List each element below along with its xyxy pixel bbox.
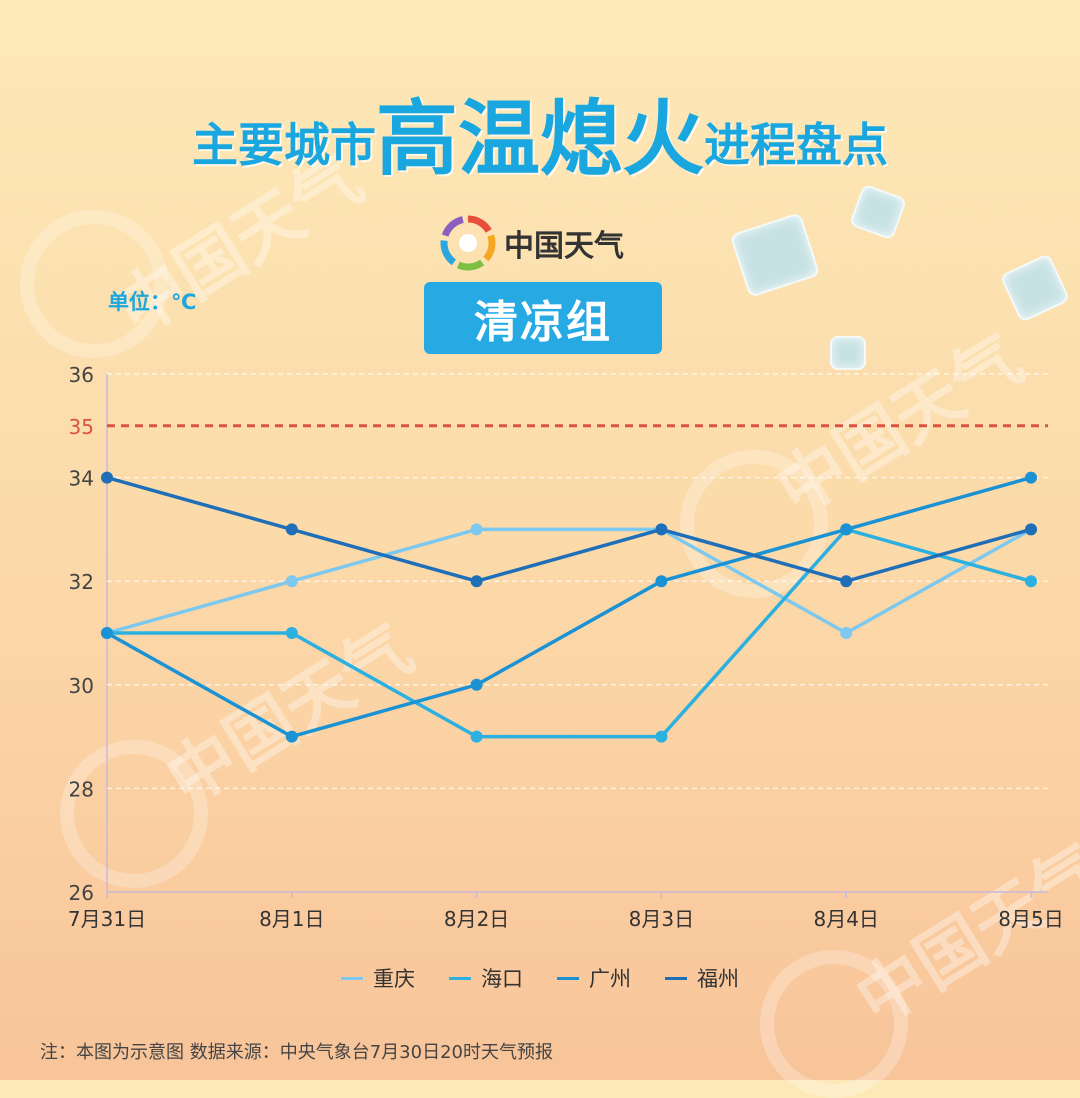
series-line <box>106 475 1032 583</box>
source-note: 注：本图为示意图 数据来源：中央气象台7月30日20时天气预报 <box>40 1042 553 1063</box>
data-point <box>655 575 668 588</box>
data-point <box>470 730 483 743</box>
title-suffix: 进程盘点 <box>704 118 888 172</box>
x-tick-label: 8月4日 <box>813 907 878 931</box>
page-title: 主要城市高温熄火进程盘点 <box>0 72 1080 191</box>
data-point <box>470 523 483 536</box>
legend-label: 海口 <box>481 967 523 991</box>
legend-item: 广州 <box>557 963 631 993</box>
data-point <box>285 575 298 588</box>
threshold-label: 35 <box>69 415 94 439</box>
legend-swatch <box>665 976 687 980</box>
data-point <box>1025 471 1037 484</box>
series-line <box>107 527 1032 739</box>
data-point <box>1025 523 1037 536</box>
data-point <box>285 523 298 536</box>
x-tick-label: 8月5日 <box>998 907 1063 931</box>
y-tick-label: 32 <box>69 570 94 594</box>
legend-item: 海口 <box>449 963 523 993</box>
data-point <box>101 627 113 639</box>
x-tick-label: 8月1日 <box>259 907 324 931</box>
title-prefix: 主要城市 <box>191 118 376 172</box>
data-point <box>1025 575 1037 588</box>
y-tick-label: 26 <box>69 881 94 905</box>
brand: 中国天气 <box>440 213 624 273</box>
data-point <box>101 471 113 484</box>
data-point <box>655 523 668 536</box>
legend-label: 福州 <box>697 967 739 991</box>
y-tick-label: 30 <box>69 674 94 698</box>
data-point <box>655 730 668 743</box>
legend-item: 福州 <box>665 963 739 993</box>
y-tick-label: 36 <box>69 363 94 387</box>
data-point <box>840 627 853 639</box>
data-point <box>285 730 298 743</box>
series-line <box>106 527 1032 635</box>
chart-legend: 重庆 海口 广州 福州 <box>0 963 1080 993</box>
x-tick-label: 8月2日 <box>444 907 509 931</box>
data-point <box>285 627 298 639</box>
data-point <box>840 575 853 588</box>
legend-item: 重庆 <box>341 963 415 993</box>
data-point <box>470 678 483 691</box>
legend-label: 重庆 <box>373 967 415 991</box>
data-point <box>840 523 853 536</box>
series-line <box>106 475 1032 739</box>
legend-swatch <box>557 976 579 980</box>
title-highlight: 高温熄火 <box>375 92 704 187</box>
ice-cube-icon <box>830 336 866 370</box>
group-badge: 清凉组 <box>424 282 662 354</box>
brand-text: 中国天气 <box>504 229 624 264</box>
y-tick-label: 28 <box>69 777 94 801</box>
china-weather-logo-icon <box>440 215 496 271</box>
x-tick-label: 7月31日 <box>68 907 146 931</box>
legend-swatch <box>449 976 471 980</box>
unit-label: 单位：℃ <box>108 290 197 314</box>
legend-label: 广州 <box>589 967 631 991</box>
data-point <box>470 575 483 588</box>
y-tick-label: 34 <box>69 467 94 491</box>
x-tick-label: 8月3日 <box>629 907 694 931</box>
legend-swatch <box>341 976 363 980</box>
